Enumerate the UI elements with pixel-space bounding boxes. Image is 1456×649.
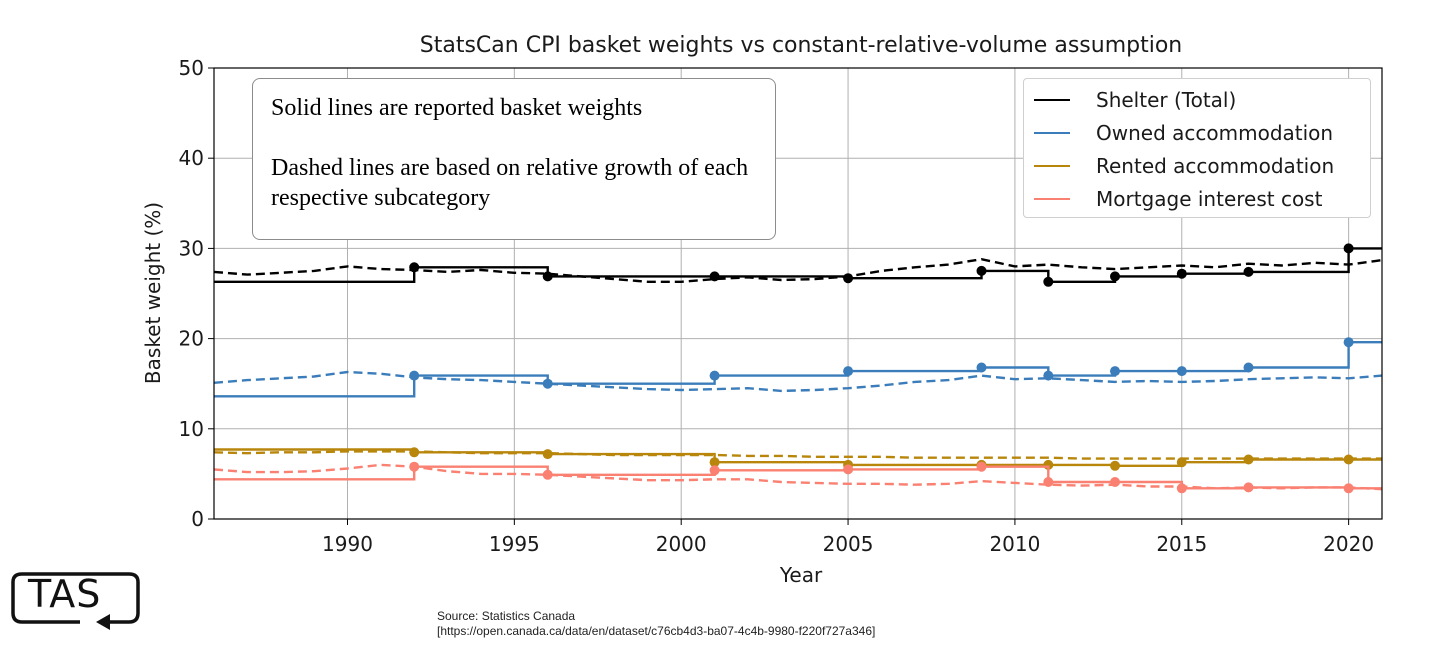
owned-basket-point [542, 378, 553, 389]
shelter-basket-point [409, 262, 420, 273]
rented-basket-point [1243, 454, 1254, 465]
shelter-basket-point [1176, 268, 1187, 279]
mortgage-basket-point [1243, 482, 1254, 493]
legend-label: Owned accommodation [1096, 120, 1334, 145]
owned-basket-point [1243, 362, 1254, 373]
shelter-basket-point [976, 265, 987, 276]
legend-swatch-shelter [1034, 98, 1070, 101]
mortgage-basket-point [976, 461, 987, 472]
annotation-dashed-note: Dashed lines are based on relative growt… [271, 155, 749, 211]
x-tick-label: 2000 [656, 532, 707, 556]
tas-logo: TAS [10, 572, 140, 630]
legend-swatch-owned [1034, 131, 1070, 134]
legend-label: Rented accommodation [1096, 153, 1335, 178]
legend-item-rented: Rented accommodation [1034, 149, 1370, 182]
mortgage-basket-point [409, 461, 420, 472]
mortgage-basket-point [843, 464, 854, 475]
owned-basket-point [1043, 370, 1054, 381]
y-tick-label: 20 [179, 327, 204, 351]
source-note: Source: Statistics Canada [https://open.… [437, 609, 875, 639]
x-tick-label: 2020 [1323, 532, 1374, 556]
rented-basket-point [1343, 454, 1354, 465]
legend-item-mortgage: Mortgage interest cost [1034, 182, 1370, 215]
source-url: [https://open.canada.ca/data/en/dataset/… [437, 624, 876, 638]
axis-ticks: 1990 1995 2000 2005 2010 2015 2020 0 10 20 30 40 50 [179, 56, 1375, 556]
rented-basket-point [1110, 460, 1120, 471]
mortgage-basket-point [709, 465, 720, 476]
shelter-constant-volume-line [213, 257, 1383, 283]
owned-basket-point [843, 366, 854, 377]
x-tick-label: 1995 [489, 532, 540, 556]
owned-basket-weight-line [214, 341, 1382, 398]
shelter-basket-point [542, 271, 553, 282]
owned-basket-point [1343, 337, 1354, 348]
shelter-basket-weight-line [214, 247, 1382, 283]
y-tick-label: 10 [179, 417, 204, 441]
mortgage-basket-point [1176, 483, 1187, 494]
legend-item-owned: Owned accommodation [1034, 116, 1370, 149]
y-tick-label: 0 [191, 507, 204, 531]
legend-item-shelter: Shelter (Total) [1034, 83, 1370, 116]
y-tick-label: 30 [179, 236, 204, 260]
y-tick-label: 40 [179, 146, 204, 170]
owned-basket-point [409, 370, 420, 381]
legend: Shelter (Total) Owned accommodation Rent… [1023, 78, 1371, 218]
x-tick-label: 2005 [823, 532, 874, 556]
x-tick-label: 2015 [1156, 532, 1207, 556]
owned-basket-point [976, 362, 987, 373]
rented-basket-point [409, 447, 420, 458]
owned-basket-point [1176, 366, 1187, 377]
annotation-solid-note: Solid lines are reported basket weights [271, 95, 643, 121]
mortgage-basket-point [542, 469, 553, 480]
rented-constant-volume-line [213, 450, 1382, 460]
plot-area-frame [213, 67, 1383, 520]
logo-frame-icon [11, 572, 140, 630]
owned-basket-point [1110, 366, 1120, 377]
x-axis-label: Year [779, 563, 823, 587]
annotation-box: Solid lines are reported basket weights … [252, 78, 776, 240]
series-layer [213, 243, 1383, 494]
legend-swatch-rented [1034, 164, 1070, 167]
shelter-basket-point [1043, 276, 1054, 287]
owned-basket-point [709, 370, 720, 381]
mortgage-basket-point [1043, 477, 1054, 487]
shelter-basket-point [1243, 266, 1254, 277]
legend-label: Mortgage interest cost [1096, 186, 1323, 211]
shelter-basket-point [1110, 271, 1120, 282]
rented-basket-point [709, 457, 720, 468]
legend-label: Shelter (Total) [1096, 87, 1237, 112]
y-axis-label: Basket weight (%) [141, 202, 165, 384]
rented-basket-point [542, 449, 553, 460]
logo-text: TAS [28, 572, 102, 616]
x-tick-label: 2010 [989, 532, 1040, 556]
mortgage-basket-point [1343, 483, 1354, 494]
source-line: Source: Statistics Canada [437, 609, 576, 623]
legend-swatch-mortgage [1034, 197, 1070, 200]
chart-title: StatsCan CPI basket weights vs constant-… [420, 33, 1182, 58]
mortgage-constant-volume-line [213, 463, 1383, 491]
y-tick-label: 50 [179, 56, 204, 80]
shelter-basket-point [1343, 243, 1354, 254]
shelter-basket-point [709, 271, 720, 282]
mortgage-basket-point [1110, 477, 1120, 487]
x-tick-label: 1990 [322, 532, 373, 556]
rented-basket-point [1176, 457, 1187, 468]
mortgage-basket-weight-line [214, 465, 1382, 490]
shelter-basket-point [843, 273, 854, 284]
